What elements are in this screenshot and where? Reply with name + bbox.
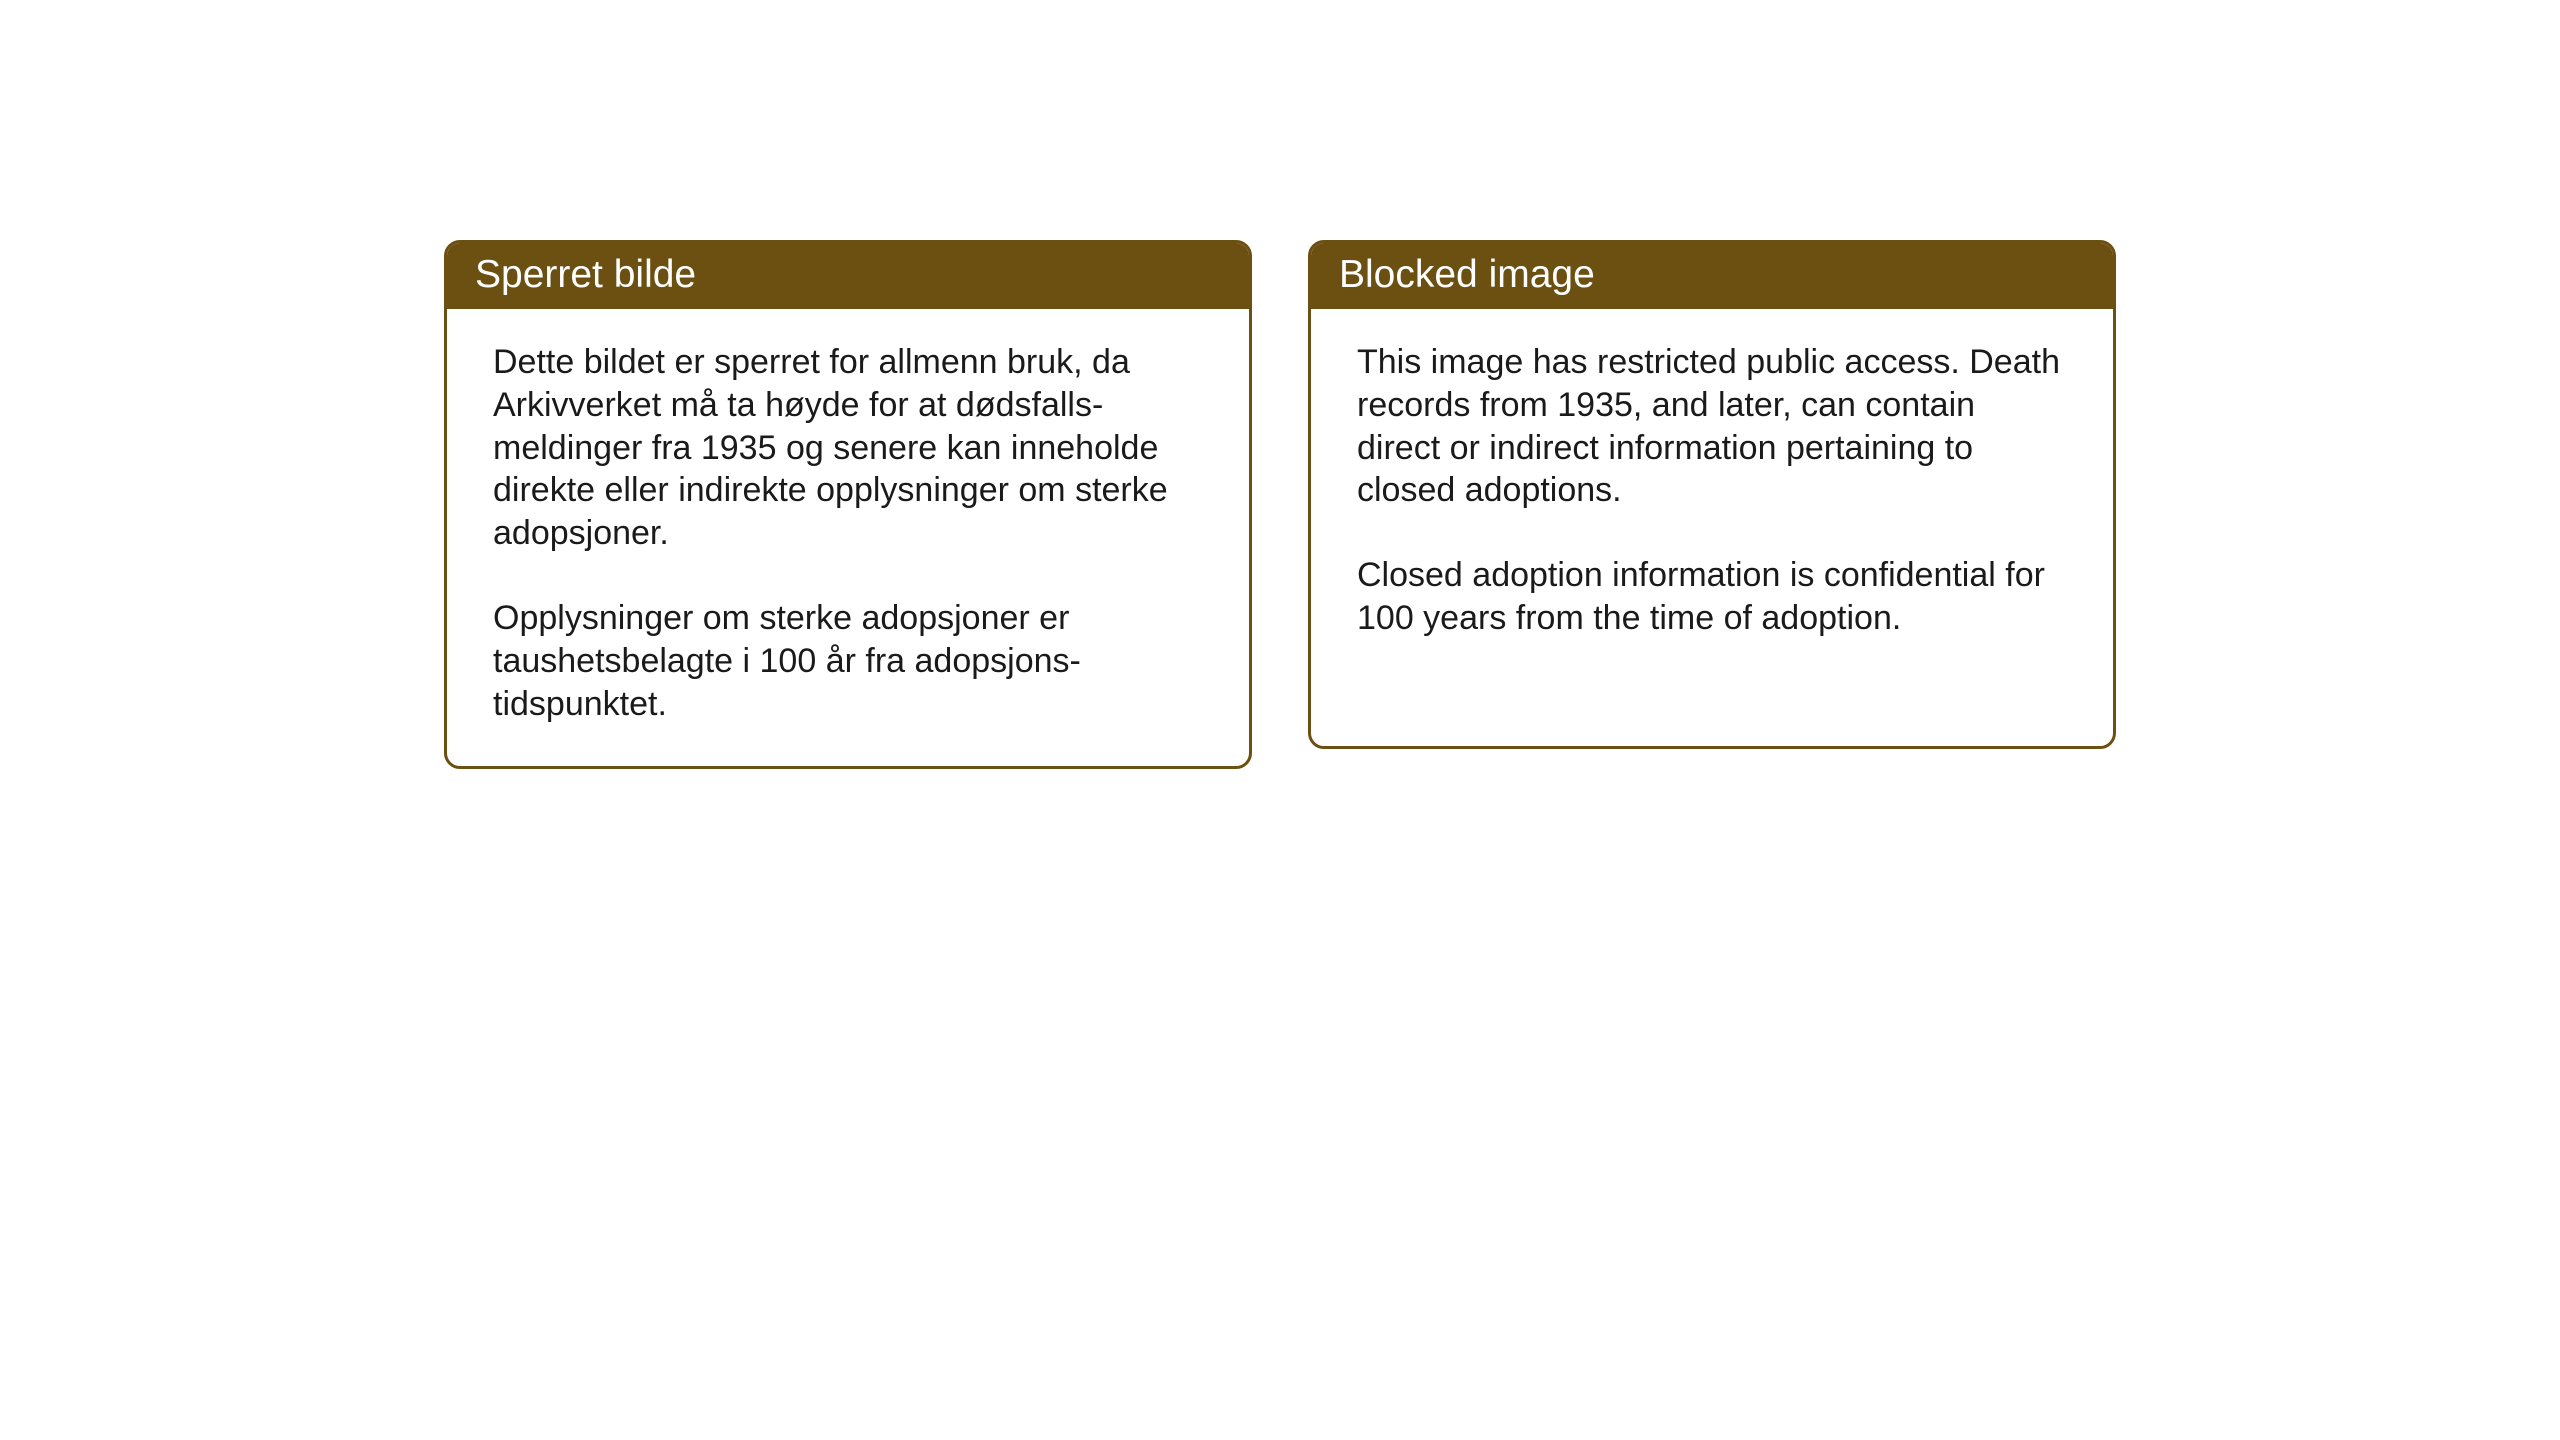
notices-container: Sperret bilde Dette bildet er sperret fo…: [444, 240, 2116, 769]
notice-header-english: Blocked image: [1311, 243, 2113, 309]
notice-body-norwegian: Dette bildet er sperret for allmenn bruk…: [447, 309, 1249, 766]
notice-box-norwegian: Sperret bilde Dette bildet er sperret fo…: [444, 240, 1252, 769]
notice-box-english: Blocked image This image has restricted …: [1308, 240, 2116, 749]
notice-body-english: This image has restricted public access.…: [1311, 309, 2113, 680]
notice-header-norwegian: Sperret bilde: [447, 243, 1249, 309]
notice-paragraph-1-norwegian: Dette bildet er sperret for allmenn bruk…: [493, 341, 1203, 555]
notice-paragraph-2-norwegian: Opplysninger om sterke adopsjoner er tau…: [493, 597, 1203, 725]
notice-paragraph-1-english: This image has restricted public access.…: [1357, 341, 2067, 512]
notice-paragraph-2-english: Closed adoption information is confident…: [1357, 554, 2067, 640]
